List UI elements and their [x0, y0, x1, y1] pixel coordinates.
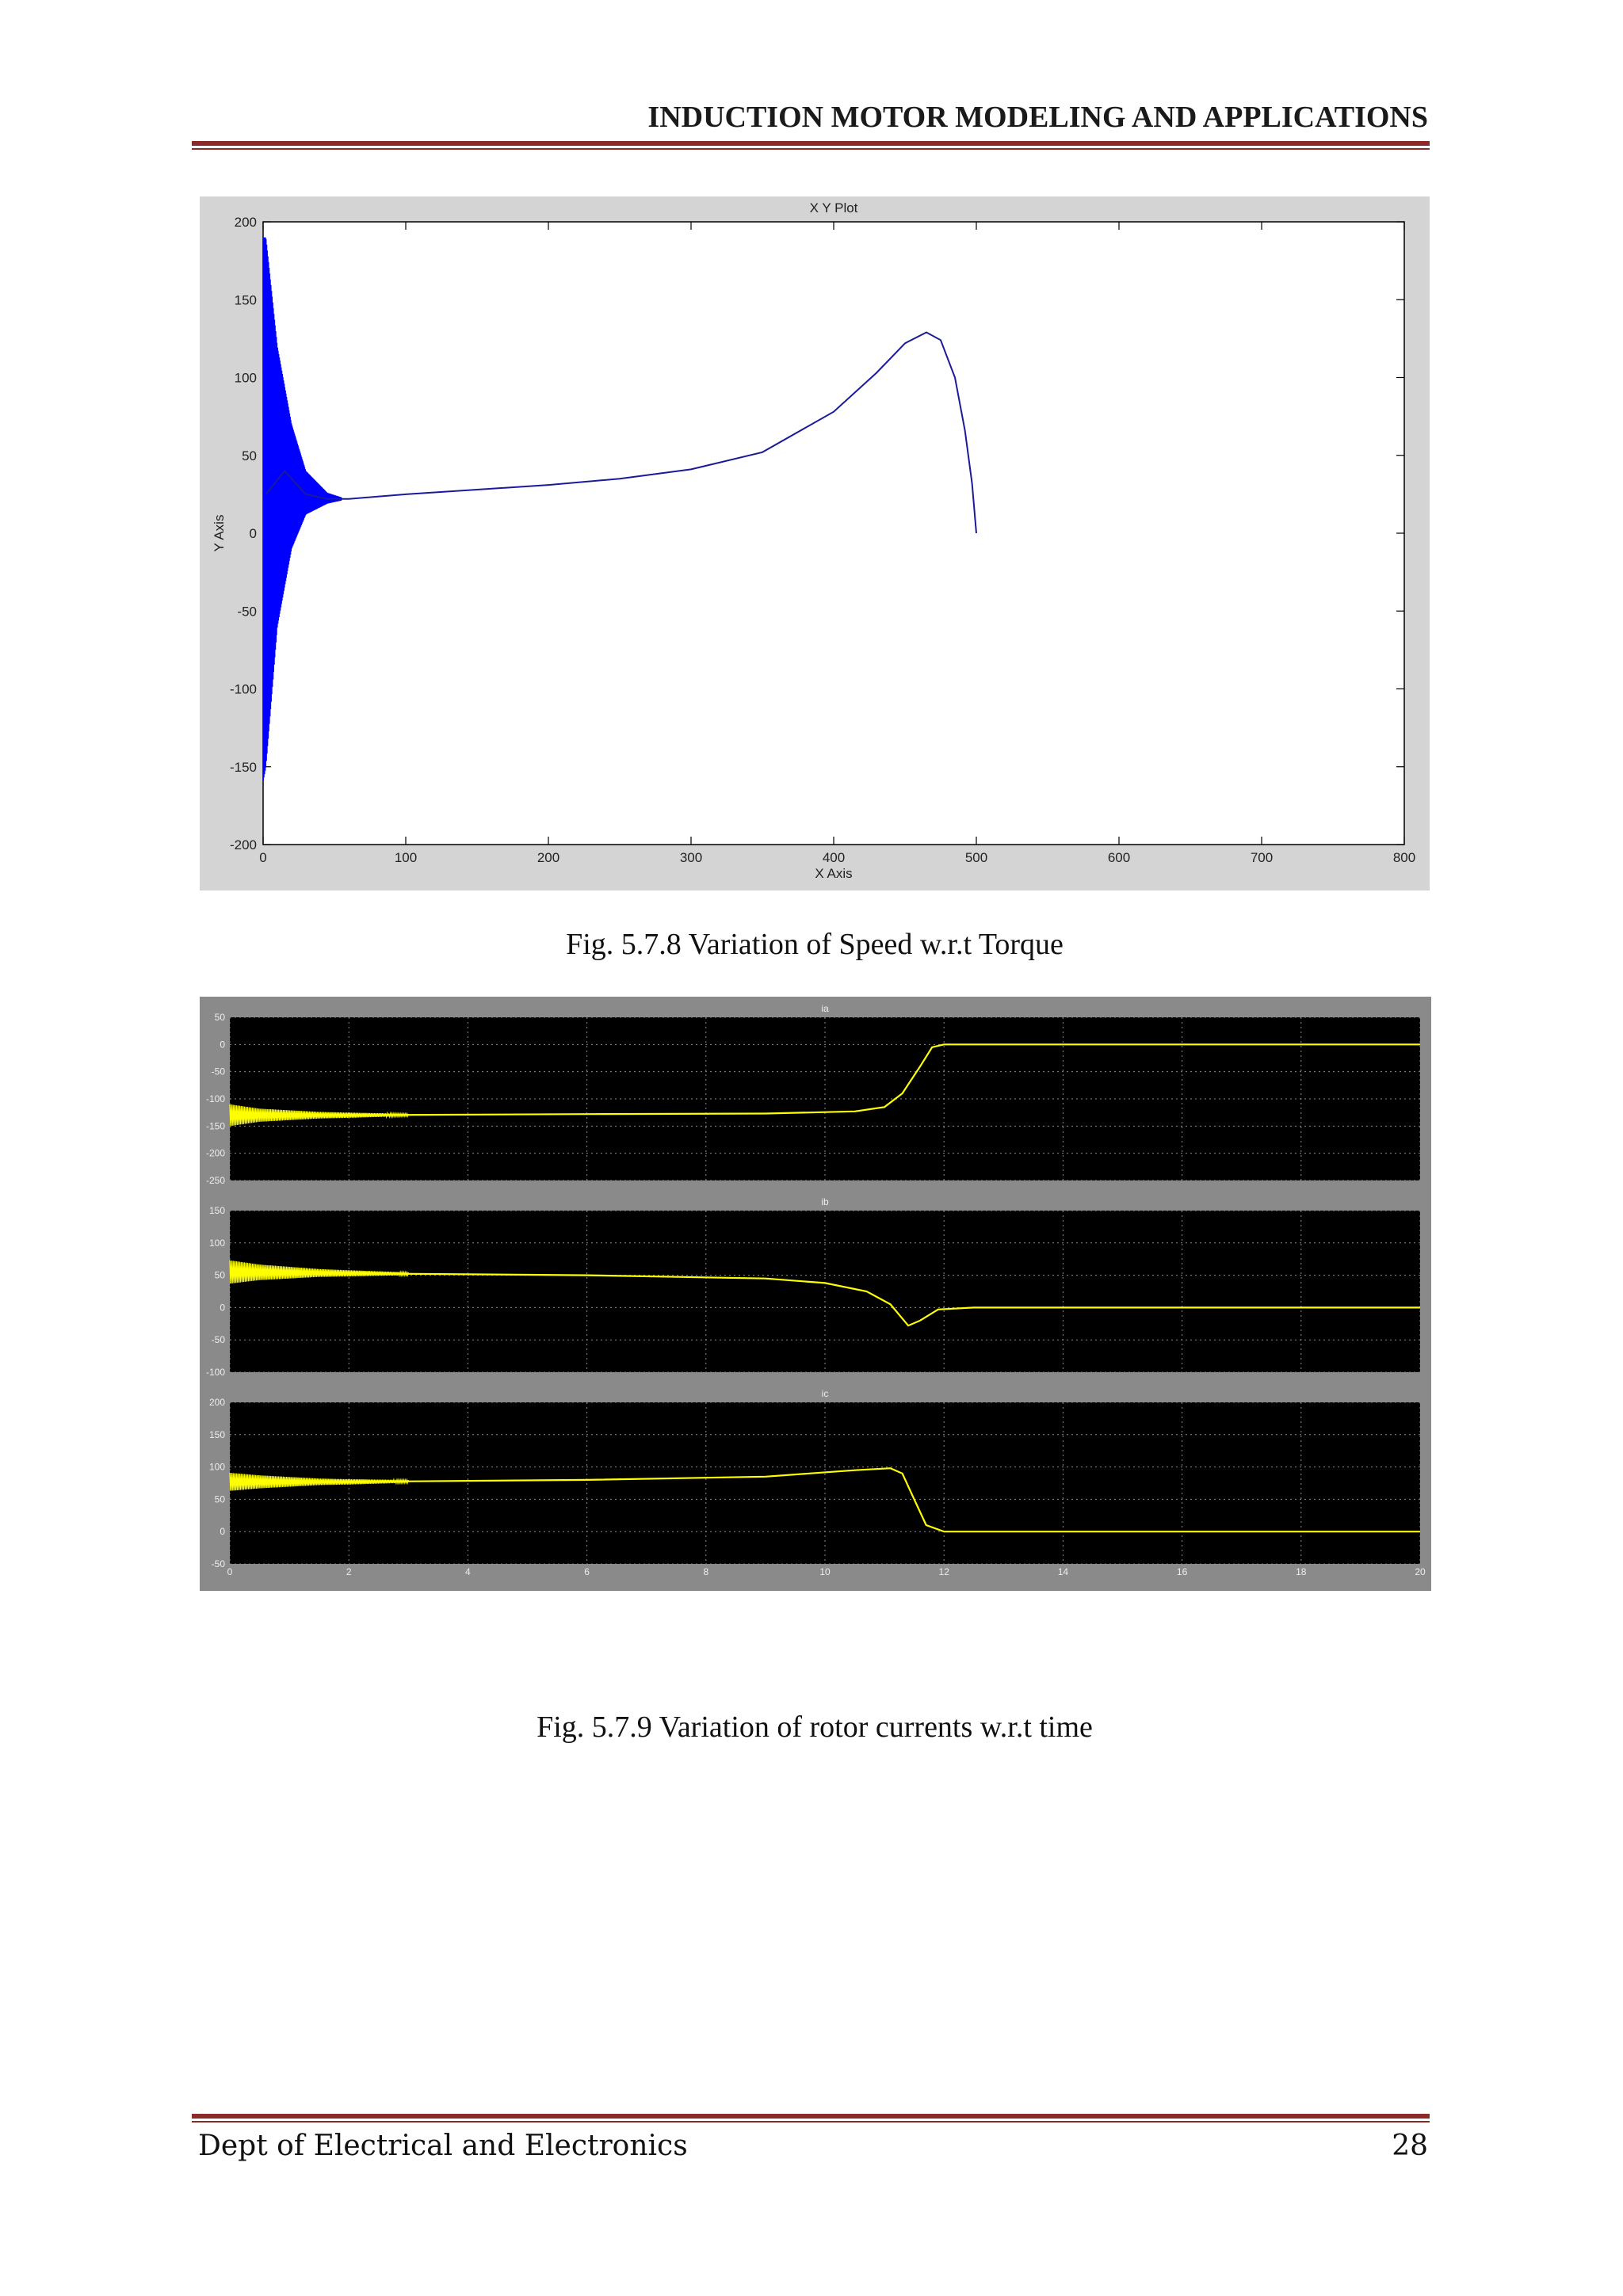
scope-y-tick-label: -150 — [206, 1120, 225, 1131]
scope-x-tick-label: 0 — [227, 1566, 233, 1577]
scope-y-tick-label: -200 — [206, 1148, 225, 1159]
scope-y-tick-label: -50 — [212, 1066, 226, 1077]
scope-x-tick-label: 14 — [1058, 1566, 1069, 1577]
x-tick-label: 0 — [259, 850, 266, 865]
scope-y-tick-label: -50 — [212, 1558, 226, 1569]
scope-y-tick-label: -100 — [206, 1093, 225, 1104]
x-tick-label: 100 — [395, 850, 417, 865]
x-tick-label: 800 — [1393, 850, 1415, 865]
y-tick-label: -150 — [230, 760, 257, 775]
xy-plot-xlabel: X Axis — [815, 866, 852, 881]
y-tick-label: -50 — [237, 604, 257, 619]
scope-title-ic: ic — [822, 1388, 829, 1399]
xy-oscillation-band — [262, 237, 342, 781]
y-tick-label: 150 — [235, 292, 257, 307]
scope-x-tick-label: 4 — [465, 1566, 471, 1577]
y-tick-label: 200 — [235, 215, 257, 230]
y-tick-label: 100 — [235, 371, 257, 386]
scope-x-tick-label: 8 — [703, 1566, 708, 1577]
scope-y-tick-label: 50 — [215, 1270, 226, 1281]
xy-plot-figure: X Y Plot X Axis Y Axis 0 100 200 300 400 500 600 7… — [200, 196, 1430, 891]
footer-rule-thin — [192, 2121, 1430, 2122]
xy-plot-area — [262, 221, 1405, 845]
scope-x-tick-label: 20 — [1415, 1566, 1426, 1577]
y-tick-label: 50 — [242, 448, 257, 463]
header-rule-thin — [192, 148, 1430, 150]
y-tick-label: -100 — [230, 682, 257, 697]
scope-series-line-ic — [230, 1467, 1420, 1533]
scope-chart: ia500-50-100-150-200-250ib150100500-50-1… — [206, 1003, 1426, 1577]
scope-x-tick-label: 2 — [346, 1566, 352, 1577]
scope-y-tick-label: -250 — [206, 1175, 225, 1186]
x-tick-label: 500 — [965, 850, 987, 865]
scope-y-tick-label: 200 — [209, 1397, 225, 1408]
xy-plot-ylabel: Y Axis — [212, 515, 227, 552]
scope-y-tick-label: -100 — [206, 1367, 225, 1378]
scope-x-tick-label: 6 — [584, 1566, 590, 1577]
xy-series-line — [265, 331, 977, 534]
footer-department: Dept of Electrical and Electronics — [198, 2130, 688, 2162]
y-tick-label: -200 — [230, 837, 257, 852]
x-tick-label: 200 — [537, 850, 559, 865]
x-tick-label: 600 — [1108, 850, 1130, 865]
scope-x-tick-label: 16 — [1177, 1566, 1188, 1577]
x-tick-label: 400 — [823, 850, 845, 865]
scope-series-line-ib — [229, 1271, 1420, 1327]
scope-x-tick-label: 10 — [819, 1566, 831, 1577]
y-tick-label: 0 — [250, 526, 257, 541]
figure-caption-1: Fig. 5.7.8 Variation of Speed w.r.t Torq… — [566, 928, 1064, 961]
x-tick-label: 300 — [680, 850, 702, 865]
scope-x-tick-label: 18 — [1296, 1566, 1307, 1577]
rotor-currents-figure: ia 50 0 -50 -100 -150 -200 -250 ib 150 100 50 0 -50 -1… — [200, 997, 1431, 1591]
scope-y-tick-label: 0 — [220, 1039, 225, 1050]
scope-title-ib: ib — [821, 1196, 829, 1207]
scope-y-tick-label: 0 — [220, 1302, 225, 1313]
footer-rule — [192, 2114, 1430, 2119]
footer-page-number: 28 — [1392, 2130, 1428, 2162]
scope-y-tick-label: 100 — [209, 1462, 225, 1473]
scope-y-tick-label: 50 — [215, 1493, 226, 1505]
figure-caption-2: Fig. 5.7.9 Variation of rotor currents w… — [537, 1711, 1093, 1744]
scope-series-line-ia — [230, 1043, 1420, 1116]
xy-plot-title: X Y Plot — [810, 200, 858, 215]
scope-y-tick-label: 150 — [209, 1429, 225, 1440]
scope-title-ia: ia — [821, 1003, 829, 1014]
scope-x-tick-label: 12 — [939, 1566, 950, 1577]
scope-y-tick-label: -50 — [212, 1334, 226, 1345]
x-tick-label: 700 — [1251, 850, 1273, 865]
scope-y-tick-label: 0 — [220, 1526, 225, 1537]
header-rule — [192, 141, 1430, 146]
scope-y-tick-label: 150 — [209, 1205, 225, 1216]
page-header-title: INDUCTION MOTOR MODELING AND APPLICATION… — [647, 101, 1428, 134]
scope-y-tick-label: 50 — [215, 1012, 226, 1023]
scope-y-tick-label: 100 — [209, 1238, 225, 1249]
